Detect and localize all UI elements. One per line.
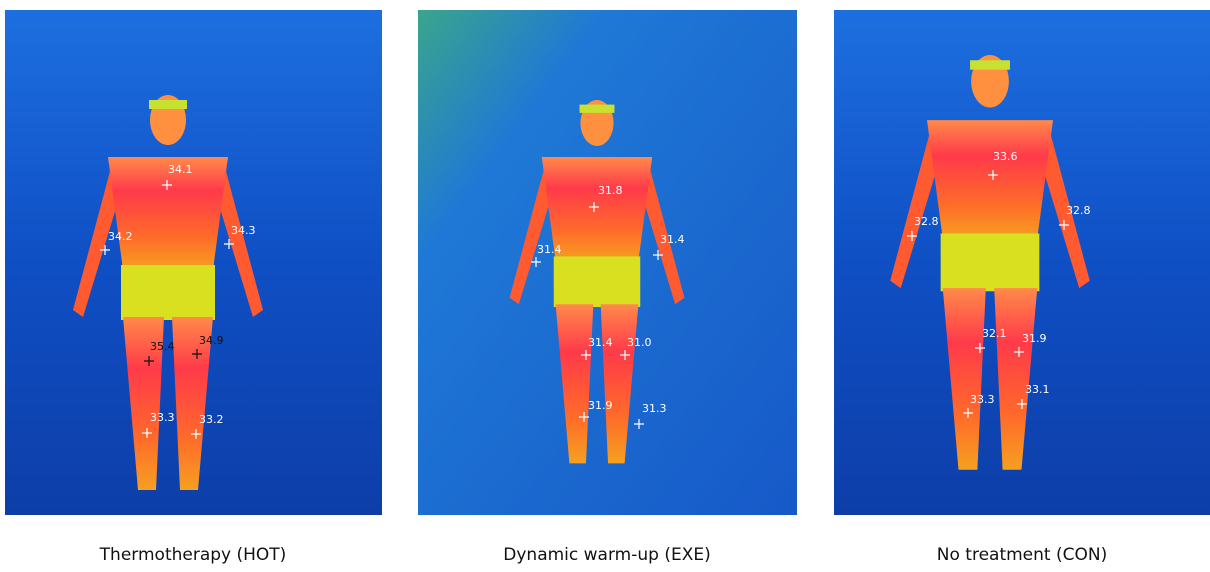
headband <box>970 60 1010 69</box>
temperature-reading: 33.3 <box>970 393 995 406</box>
temperature-reading: 33.1 <box>1025 383 1050 396</box>
temperature-reading: 31.4 <box>660 233 685 246</box>
temperature-reading: 34.2 <box>108 230 133 243</box>
torso <box>927 120 1053 239</box>
temperature-reading: 33.6 <box>993 150 1018 163</box>
shorts <box>121 265 215 320</box>
temperature-reading: 32.8 <box>914 215 939 228</box>
temperature-reading: 35.4 <box>150 340 175 353</box>
temperature-reading: 34.1 <box>168 163 193 176</box>
temperature-reading: 31.9 <box>1022 332 1047 345</box>
temperature-reading: 34.3 <box>231 224 256 237</box>
headband <box>580 105 615 113</box>
temperature-reading: 31.3 <box>642 402 667 415</box>
caption: No treatment (CON) <box>937 545 1107 565</box>
temperature-reading: 34.9 <box>199 334 224 347</box>
temperature-reading: 31.9 <box>588 399 613 412</box>
temperature-reading: 31.8 <box>598 184 623 197</box>
caption: Thermotherapy (HOT) <box>99 545 287 565</box>
caption: Dynamic warm-up (EXE) <box>503 545 710 565</box>
temperature-reading: 31.4 <box>588 336 613 349</box>
shorts <box>941 234 1040 292</box>
temperature-reading: 33.3 <box>150 411 175 424</box>
temperature-reading: 33.2 <box>199 413 224 426</box>
temperature-reading: 31.0 <box>627 336 652 349</box>
figure: 34.1 34.2 34.3 35.4 34.9 33.3 33.2 31.8 31.4 31.4… <box>0 0 1210 572</box>
temperature-reading: 31.4 <box>537 243 562 256</box>
shorts <box>554 256 640 307</box>
temperature-reading: 32.8 <box>1066 204 1091 217</box>
temperature-reading: 32.1 <box>982 327 1007 340</box>
headband <box>149 100 187 109</box>
